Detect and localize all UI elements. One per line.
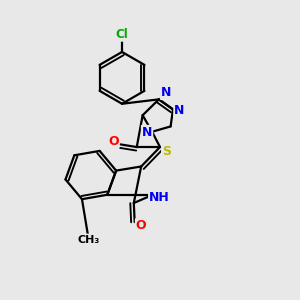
Text: CH₃: CH₃ [77,235,99,244]
Text: N: N [174,104,184,117]
Text: Cl: Cl [116,28,128,41]
Text: N: N [161,86,171,99]
Text: N: N [142,126,152,139]
Text: O: O [136,219,146,232]
Text: NH: NH [149,190,170,204]
Text: O: O [108,135,119,148]
Text: S: S [162,145,171,158]
